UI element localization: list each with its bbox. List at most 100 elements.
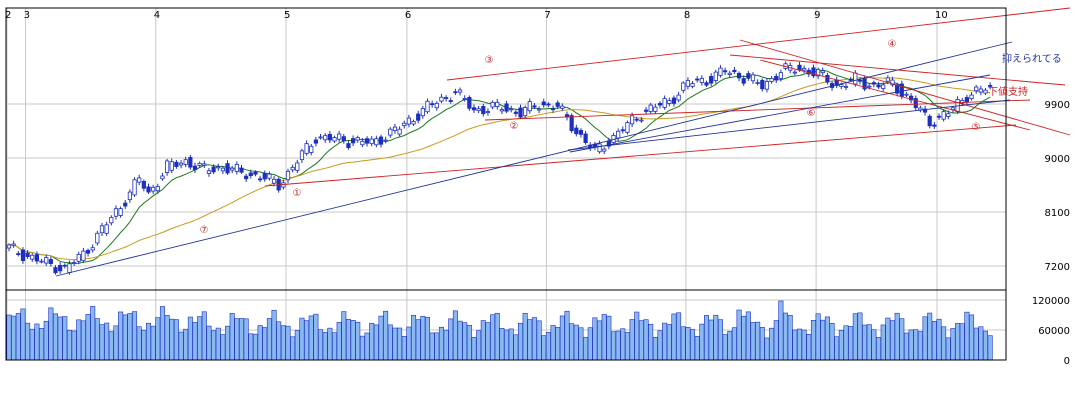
volume-bar — [513, 334, 519, 361]
candle-body — [797, 64, 802, 71]
volume-bar — [39, 328, 45, 361]
volume-bar — [694, 336, 700, 361]
volume-bar — [573, 324, 579, 361]
volume-bar — [341, 311, 347, 361]
candle-body — [778, 72, 784, 79]
volume-bar — [862, 324, 868, 361]
candle-body — [137, 177, 142, 183]
candle-body — [113, 208, 119, 217]
volume-bar — [871, 329, 877, 361]
volume-bar — [424, 317, 430, 361]
candle-body — [192, 165, 198, 171]
volume-bar — [922, 316, 928, 361]
volume-bar — [787, 315, 793, 361]
candle-body — [509, 108, 514, 111]
candle-body — [118, 208, 123, 216]
volume-bar — [90, 306, 96, 361]
volume-bar — [903, 332, 909, 361]
volume-bar — [415, 319, 421, 361]
volume-bar — [773, 320, 779, 361]
candle-body — [99, 225, 105, 234]
candle-body — [127, 191, 132, 201]
candle-body — [690, 83, 695, 87]
candle-body — [364, 138, 370, 144]
volume-bar — [466, 324, 472, 361]
candle-body — [825, 74, 830, 83]
volume-bar — [155, 317, 161, 361]
volume-bar — [955, 323, 961, 361]
candle-body — [890, 79, 895, 86]
volume-bar — [327, 327, 333, 361]
candle-body — [723, 70, 728, 73]
candle-body — [202, 163, 207, 166]
candle-body — [871, 82, 877, 85]
volume-bar — [378, 315, 384, 361]
candle-body — [53, 267, 58, 274]
volume-bar — [629, 319, 635, 361]
candle-body — [541, 101, 546, 106]
trendline-2 — [484, 99, 1031, 121]
candle-body — [634, 118, 639, 121]
candle-body — [6, 244, 12, 249]
volume-bar — [336, 322, 342, 361]
candle-body — [681, 82, 686, 91]
volume-bar — [499, 327, 505, 361]
trendline-1 — [264, 124, 1017, 187]
candle-body — [155, 186, 160, 192]
candle-body — [309, 145, 314, 153]
candle-body — [750, 74, 756, 82]
volume-bar — [810, 320, 816, 361]
candle-body — [885, 77, 890, 82]
trendline-8 — [729, 54, 1066, 86]
candle-body — [839, 84, 844, 87]
x-tick-label: 3 — [24, 10, 30, 21]
x-tick-label: 5 — [284, 10, 290, 21]
candle-body — [304, 143, 309, 154]
volume-bar — [717, 319, 723, 361]
candle-body — [495, 101, 500, 107]
trendline-5 — [759, 59, 1031, 131]
ma-short-line — [8, 69, 991, 264]
candle-body — [81, 250, 86, 261]
candle-body — [792, 71, 797, 74]
volume-bar — [750, 322, 756, 361]
y-tick-label: 9000 — [1045, 154, 1070, 165]
volume-bar — [820, 319, 826, 361]
candle-body — [90, 247, 95, 251]
trendline-9 — [569, 74, 991, 153]
candle-body — [434, 102, 439, 109]
volume-bar — [411, 315, 417, 361]
volume-bar — [452, 310, 458, 361]
volume-bar — [945, 337, 951, 361]
candle-body — [685, 80, 691, 87]
candle-body — [374, 138, 379, 146]
volume-bar — [648, 323, 654, 361]
volume-bar — [122, 314, 128, 361]
candle-body — [76, 254, 81, 262]
volume-bar — [52, 313, 58, 361]
volume-bar — [550, 325, 556, 361]
volume-bar — [545, 332, 551, 361]
volume-bar — [234, 318, 240, 361]
candle-body — [820, 70, 825, 74]
candle-body — [904, 93, 909, 96]
volume-bar — [908, 329, 914, 361]
volume-bar — [201, 311, 207, 361]
volume-bar — [745, 311, 751, 361]
volume-bar — [931, 321, 937, 361]
volume-bar — [527, 319, 533, 361]
volume-bar — [438, 326, 444, 361]
volume-bar — [973, 327, 979, 361]
candle-body — [239, 167, 244, 173]
volume-bar — [350, 320, 356, 361]
candle-body — [741, 78, 746, 84]
volume-bar — [271, 309, 277, 361]
volume-bar — [313, 313, 319, 361]
volume-bar — [448, 318, 454, 361]
volume-bar — [299, 317, 305, 361]
x-tick-label: 4 — [154, 10, 160, 21]
volume-bar — [866, 324, 872, 361]
volume-bar — [504, 329, 510, 361]
